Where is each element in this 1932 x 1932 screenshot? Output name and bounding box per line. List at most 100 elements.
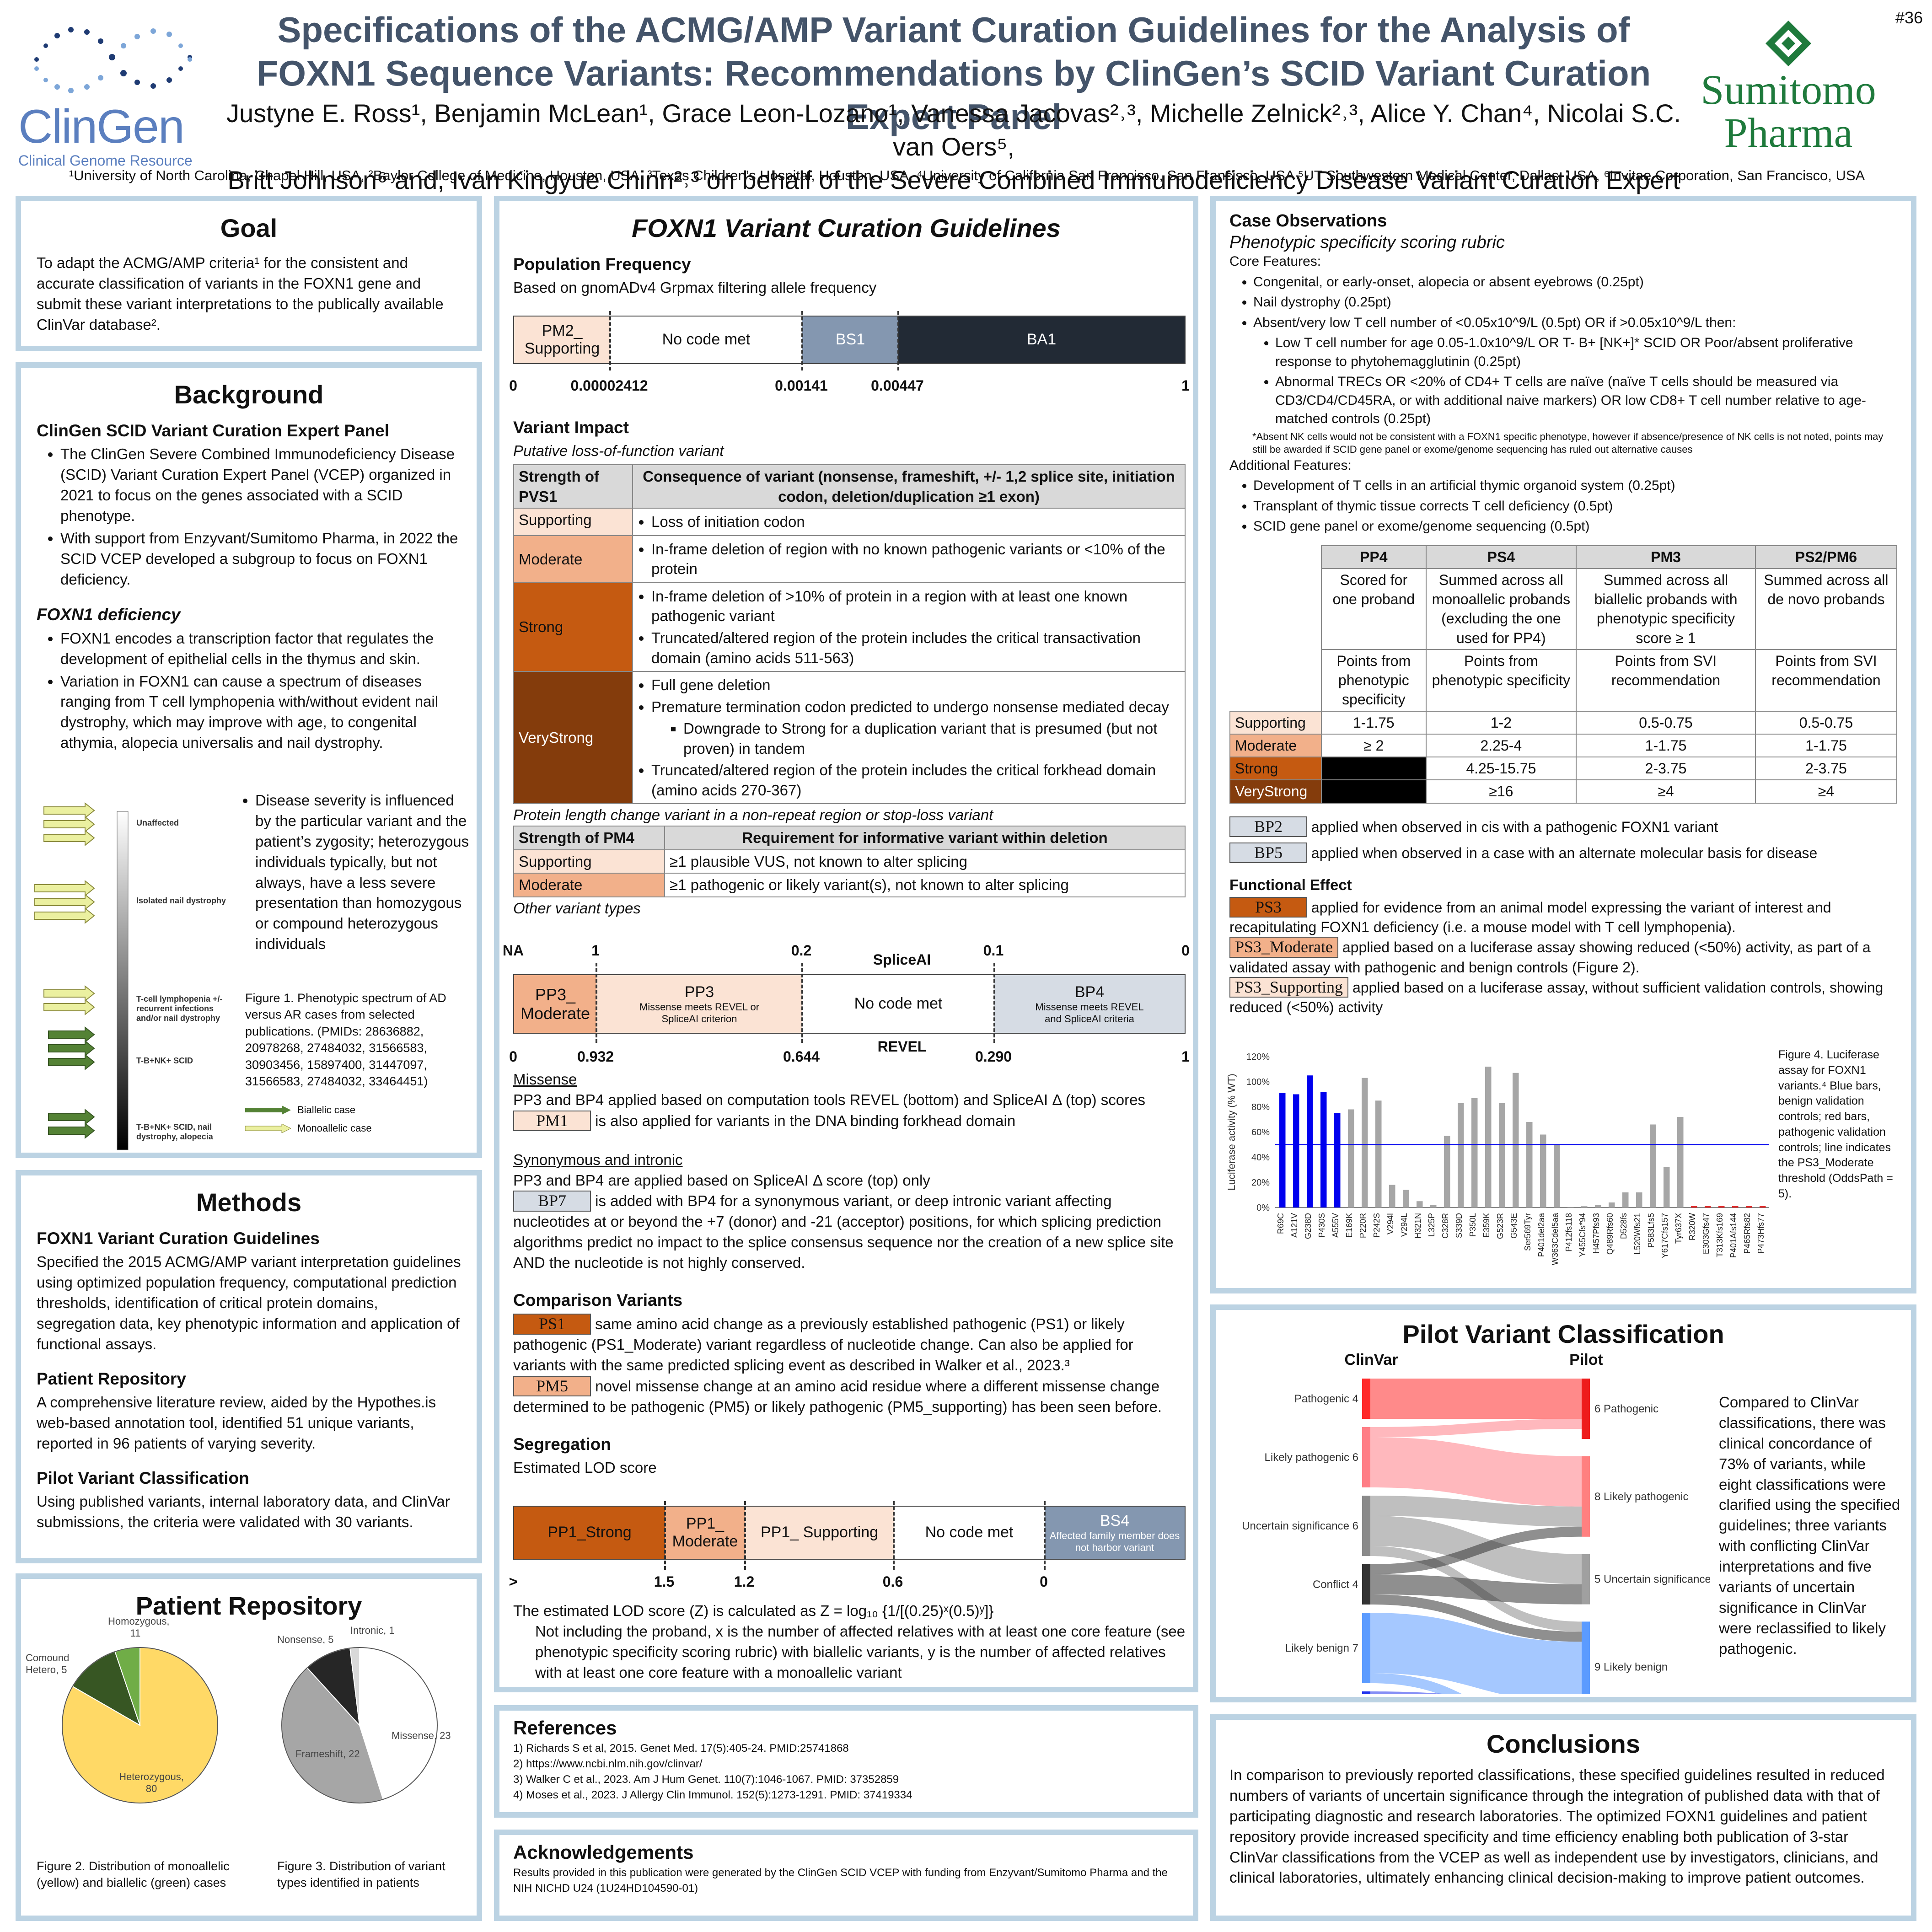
pvs1-level: Supporting [513,508,633,536]
bar-D528fs [1622,1192,1629,1208]
pm4-level: Supporting [513,849,665,874]
reference-item: 1) Richards S et al, 2015. Genet Med. 17… [513,1742,849,1755]
sumitomo-emblem-icon [1766,21,1811,66]
goal-text: To adapt the ACMG/AMP criteria¹ for the … [37,254,444,333]
case-value: 1-1.75 [1321,710,1427,735]
x-tick-label: V294L [1400,1213,1409,1237]
sankey-left-label: Likely pathogenic 6 [1265,1451,1358,1464]
pm2-supporting-segment: PM2_ Supporting [514,317,610,363]
legend-biallelic: Biallelic case [297,1104,356,1116]
clingen-logo: ClinGen Clinical Genome Resource [18,14,215,169]
pm4-level: Moderate [513,873,665,897]
case-value: ≥ 2 [1321,733,1427,758]
segregation-bar: PP1_Strong PP1_ Moderate PP1_ Supporting… [513,1506,1186,1560]
nk-footnote: *Absent NK cells would not be consistent… [1252,430,1884,456]
pp3-segment: PP3 Missense meets REVEL or SpliceAI cri… [596,975,802,1033]
conclusions-text: In comparison to previously reported cla… [1229,1766,1885,1886]
x-tick-label: G238D [1304,1213,1313,1239]
sumitomo-logo: Sumitomo Pharma [1692,18,1884,155]
x-tick-label: A555V [1331,1213,1340,1238]
bar-P350L [1471,1098,1478,1208]
case-points: Points from phenotypic specificity [1321,649,1427,712]
y-tick-label: 120% [1246,1052,1270,1062]
background-title: Background [174,380,324,409]
pp3-label: PP3 [684,983,714,1001]
sankey-flow [1370,1673,1463,1694]
bar-P430S [1320,1092,1327,1208]
ps3-code: PS3 [1229,896,1307,918]
goal-title: Goal [220,214,278,242]
bar-P473Hfs77 [1760,1206,1766,1208]
case-sub: Phenotypic specificity scoring rubric [1229,233,1505,252]
case-heading: Case Observations [1229,211,1387,231]
comparison-heading: Comparison Variants [513,1290,683,1309]
bp5-row: BP5 applied when observed in a case with… [1229,842,1897,864]
bar-S339D [1458,1103,1464,1208]
no-code-segment: No code met [894,1507,1045,1559]
pm4-text: ≥1 plausible VUS, not known to alter spl… [664,849,1186,874]
pvs1-item: In-frame deletion of region with no know… [651,539,1180,579]
x-tick-label: P242S [1372,1213,1381,1238]
phenotype-level: T-cell lymphopenia +/- recurrent infecti… [136,994,223,1023]
bp4-label: BP4 [1074,983,1105,1001]
foxn1-deficiency-heading: FOXN1 deficiency [37,605,181,624]
conclusions-panel: Conclusions In comparison to previously … [1210,1714,1916,1921]
threshold-line [993,963,995,1043]
bar-L325P [1430,1205,1437,1208]
ps3-row: PS3 applied for evidence from an animal … [1229,896,1897,937]
bar-H321N [1417,1201,1423,1208]
y-tick-label: 100% [1246,1077,1270,1087]
bp7-row: BP7 is added with BP4 for a synonymous v… [513,1191,1186,1273]
acknowledgements-title: Acknowledgements [513,1841,694,1863]
ps3m-code: PS3_Moderate [1229,937,1338,958]
pvs1-header: Consequence of variant (nonsense, frames… [632,464,1186,509]
threshold-line [609,311,611,370]
pie2-label-frameshift: Frameshift, 22 [295,1748,360,1760]
pie1-label-homo: Homozygous, 11 [108,1615,170,1639]
phenotype-level: Unaffected [136,818,179,827]
sankey-right-label: 9 Likely benign [1594,1661,1668,1673]
x-tick-label: Y455Cfs*94 [1578,1213,1587,1257]
case-panel: Case Observations Phenotypic specificity… [1210,196,1916,1293]
case-desc: Summed across all de novo probands [1755,568,1898,650]
ps3m-row: PS3_Moderate applied based on a lucifera… [1229,937,1897,977]
case-table: PP4 PS4 PM3 PS2/PM6 Scored for one proba… [1229,545,1898,804]
case-col-header: PS4 [1425,545,1577,569]
case-level: VeryStrong [1229,779,1322,804]
pm4-sub: Protein length change variant in a non-r… [513,806,993,824]
case-value: 2-3.75 [1576,757,1756,781]
phenotype-spectrum-diagram [34,802,129,1150]
popfreq-bar: PM2_ Supporting No code met BS1 BA1 [513,316,1186,364]
bar-E303Gfs47 [1705,1206,1711,1208]
authors-line-1: Justyne E. Ross¹, Benjamin McLean¹, Grac… [226,99,1681,161]
core-subitem: Low T cell number for age 0.05-1.0x10^9/… [1275,334,1897,371]
pm4-text: ≥1 pathogenic or likely variant(s), not … [664,873,1186,897]
impact-sub: Putative loss-of-function variant [513,442,724,460]
threshold-line [744,1501,746,1570]
ps3s-row: PS3_Supporting applied based on a lucife… [1229,977,1897,1017]
sankey-flow [1370,1594,1582,1642]
splice-tick: NA [502,942,524,959]
pvs1-level: VeryStrong [513,671,633,805]
case-col-header: PP4 [1321,545,1427,569]
impact-heading: Variant Impact [513,418,629,437]
x-tick-label: L520Wfs21 [1633,1213,1642,1255]
bar-H457Pfs93 [1595,1205,1601,1208]
bs1-segment: BS1 [802,317,898,363]
sankey-left-label: Pathogenic 4 [1294,1393,1358,1405]
x-tick-label: V294I [1386,1213,1395,1234]
x-tick-label: H457Pfs93 [1592,1213,1601,1254]
pilot-title: Pilot Variant Classification [1402,1320,1724,1348]
figure1-caption: Figure 1. Phenotypic spectrum of AD vers… [245,991,446,1089]
bar-G543E [1513,1073,1519,1208]
x-tick-label: E169K [1345,1213,1354,1238]
x-tick-label: P583Lfs5 [1647,1213,1656,1248]
ba1-segment: BA1 [898,317,1185,363]
pm5-code: PM5 [513,1375,591,1397]
bar-P465Rfs82 [1746,1206,1752,1208]
threshold-line [596,963,597,1043]
revel-label: REVEL [877,1038,927,1055]
zygosity-pie-chart [62,1647,218,1803]
x-tick-label: L325P [1427,1213,1436,1237]
additional-label: Additional Features: [1229,457,1352,473]
